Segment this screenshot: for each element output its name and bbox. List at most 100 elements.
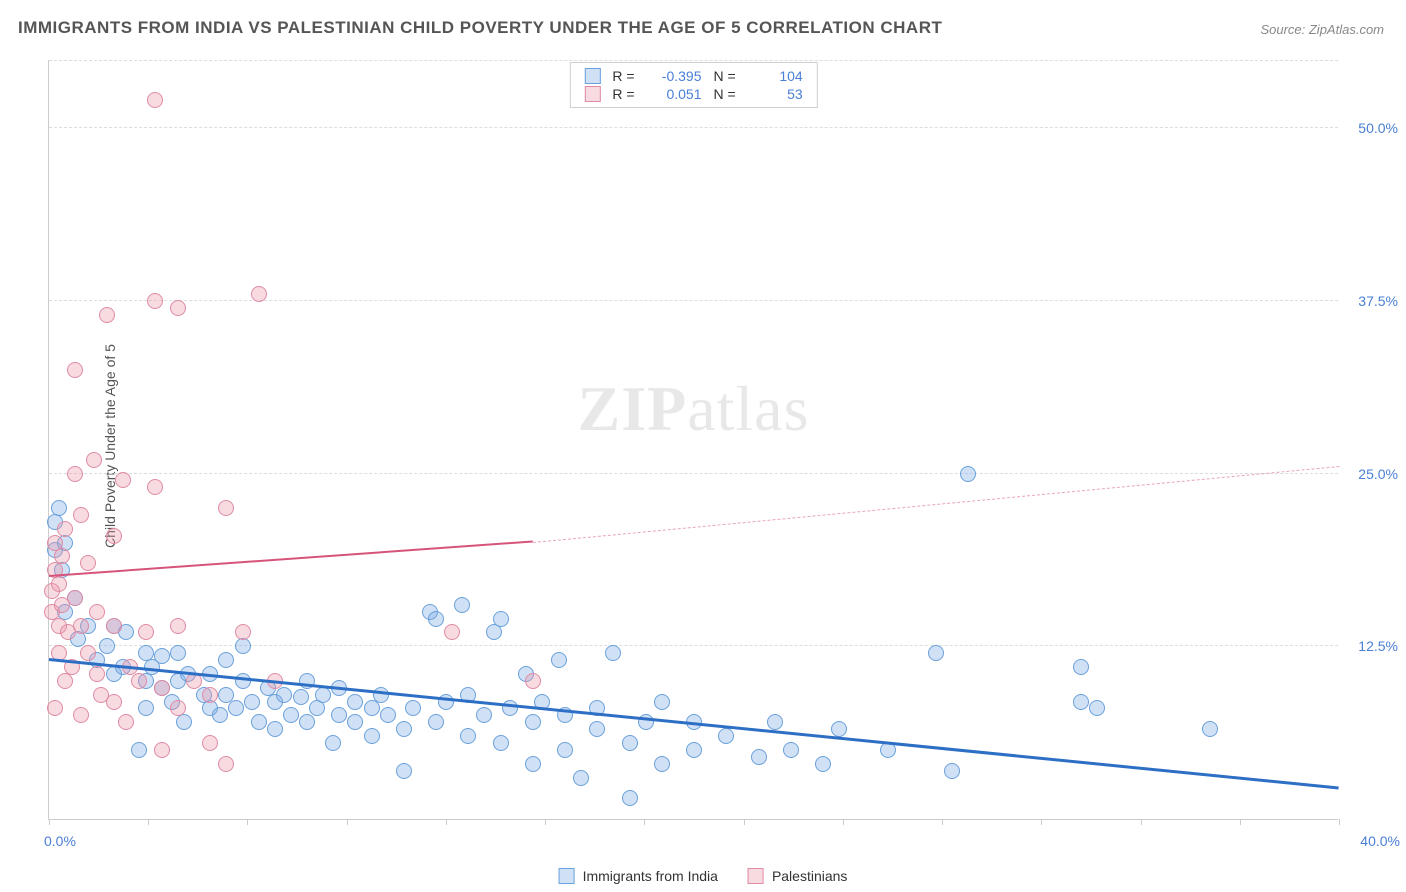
data-point [718, 728, 734, 744]
data-point [235, 673, 251, 689]
data-point [622, 735, 638, 751]
data-point [67, 590, 83, 606]
x-tick [942, 819, 943, 825]
data-point [605, 645, 621, 661]
data-point [831, 721, 847, 737]
data-point [525, 756, 541, 772]
data-point [235, 624, 251, 640]
x-tick [843, 819, 844, 825]
stat-r-label: R = [612, 68, 634, 84]
data-point [170, 618, 186, 634]
data-point [228, 700, 244, 716]
data-point [73, 507, 89, 523]
data-point [438, 694, 454, 710]
data-point [493, 611, 509, 627]
data-point [557, 742, 573, 758]
data-point [218, 756, 234, 772]
data-point [218, 652, 234, 668]
data-point [218, 500, 234, 516]
x-tick [744, 819, 745, 825]
data-point [551, 652, 567, 668]
stat-n-label: N = [714, 68, 736, 84]
data-point [51, 500, 67, 516]
trend-line [49, 658, 1339, 789]
data-point [654, 756, 670, 772]
data-point [686, 742, 702, 758]
x-tick-label: 40.0% [1360, 833, 1400, 849]
stat-n-value: 104 [748, 68, 803, 84]
data-point [1202, 721, 1218, 737]
data-point [347, 694, 363, 710]
data-point [815, 756, 831, 772]
x-tick [1041, 819, 1042, 825]
data-point [99, 307, 115, 323]
data-point [325, 735, 341, 751]
stat-r-value: 0.051 [647, 86, 702, 102]
gridline [49, 473, 1338, 474]
data-point [767, 714, 783, 730]
legend-item: Immigrants from India [559, 868, 718, 884]
gridline [49, 300, 1338, 301]
data-point [428, 611, 444, 627]
data-point [476, 707, 492, 723]
data-point [928, 645, 944, 661]
x-tick [446, 819, 447, 825]
data-point [251, 714, 267, 730]
data-point [1089, 700, 1105, 716]
x-tick [49, 819, 50, 825]
data-point [428, 714, 444, 730]
data-point [373, 687, 389, 703]
data-point [115, 472, 131, 488]
data-point [89, 604, 105, 620]
trend-line [533, 466, 1339, 543]
data-point [67, 466, 83, 482]
data-point [525, 714, 541, 730]
data-point [364, 728, 380, 744]
source-label: Source: ZipAtlas.com [1260, 22, 1384, 37]
data-point [1073, 694, 1089, 710]
data-point [154, 648, 170, 664]
data-point [202, 735, 218, 751]
data-point [86, 452, 102, 468]
legend-swatch [748, 868, 764, 884]
data-point [170, 645, 186, 661]
data-point [573, 770, 589, 786]
x-tick [1240, 819, 1241, 825]
data-point [589, 721, 605, 737]
data-point [57, 673, 73, 689]
data-point [138, 624, 154, 640]
data-point [170, 300, 186, 316]
data-point [293, 689, 309, 705]
chart-area: ZIPatlas R = -0.395N = 104R = 0.051N = 5… [48, 60, 1338, 820]
data-point [106, 618, 122, 634]
data-point [138, 700, 154, 716]
data-point [251, 286, 267, 302]
data-point [283, 707, 299, 723]
watermark: ZIPatlas [578, 372, 810, 446]
stat-r-label: R = [612, 86, 634, 102]
data-point [244, 694, 260, 710]
data-point [380, 707, 396, 723]
stat-n-label: N = [714, 86, 736, 102]
data-point [1073, 659, 1089, 675]
data-point [396, 721, 412, 737]
gridline [49, 127, 1338, 128]
data-point [486, 624, 502, 640]
x-tick [148, 819, 149, 825]
data-point [783, 742, 799, 758]
data-point [47, 700, 63, 716]
data-point [176, 714, 192, 730]
x-tick [347, 819, 348, 825]
data-point [147, 92, 163, 108]
x-tick-label: 0.0% [44, 833, 76, 849]
data-point [80, 555, 96, 571]
data-point [267, 721, 283, 737]
x-tick [545, 819, 546, 825]
data-point [331, 707, 347, 723]
data-point [960, 466, 976, 482]
data-point [525, 673, 541, 689]
y-tick-label: 25.0% [1358, 466, 1398, 482]
chart-title: IMMIGRANTS FROM INDIA VS PALESTINIAN CHI… [18, 18, 942, 38]
legend-swatch [584, 86, 600, 102]
data-point [131, 742, 147, 758]
